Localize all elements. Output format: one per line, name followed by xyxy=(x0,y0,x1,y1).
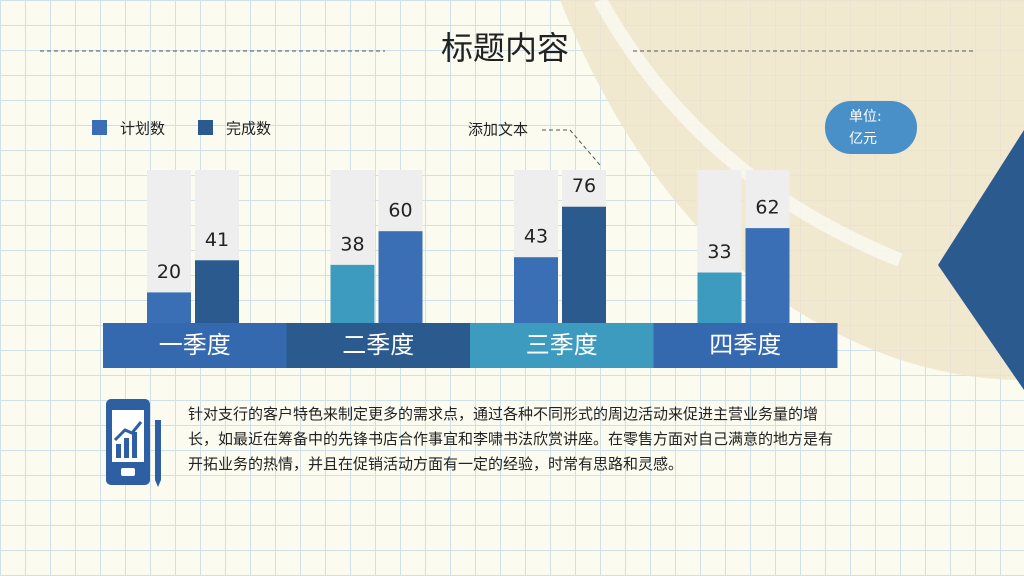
decor-triangle xyxy=(938,130,1024,390)
phone-icon xyxy=(106,399,161,487)
bar xyxy=(697,272,742,323)
annotation-line xyxy=(542,129,601,166)
unit-label: 亿元 xyxy=(849,131,877,147)
value-label: 20 xyxy=(157,261,181,283)
category-label: 二季度 xyxy=(342,331,414,359)
unit-label: 单位: xyxy=(849,109,882,125)
legend-swatch xyxy=(92,120,107,135)
annotation: 添加文本 xyxy=(468,121,528,139)
value-label: 41 xyxy=(205,229,229,251)
decor-curve xyxy=(593,0,903,267)
value-label: 76 xyxy=(572,175,596,197)
legend-swatch xyxy=(198,120,213,135)
unit-badge xyxy=(825,101,917,154)
value-label: 43 xyxy=(524,226,548,248)
value-label: 33 xyxy=(707,241,731,263)
value-label: 62 xyxy=(755,197,779,219)
bar xyxy=(562,206,606,323)
paragraph: 针对支行的客户特色来制定更多的需求点，通过各种不同形式的周边活动来促进主营业务量… xyxy=(188,405,834,473)
bar xyxy=(745,228,790,323)
category-band xyxy=(470,323,654,368)
bar xyxy=(378,231,423,323)
value-label: 60 xyxy=(388,200,412,222)
decor-shape xyxy=(560,0,1024,380)
category-band xyxy=(286,323,471,368)
legend-label: 完成数 xyxy=(226,120,271,138)
value-label: 38 xyxy=(340,233,364,255)
category-band xyxy=(103,323,287,368)
bar xyxy=(514,257,558,323)
category-label: 三季度 xyxy=(526,331,598,359)
category-band xyxy=(653,323,838,368)
bar xyxy=(147,292,191,323)
legend-label: 计划数 xyxy=(120,120,165,138)
category-label: 四季度 xyxy=(709,331,781,359)
category-label: 一季度 xyxy=(159,331,231,359)
bar xyxy=(195,260,239,323)
bar xyxy=(330,264,375,323)
title: 标题内容 xyxy=(441,29,569,67)
